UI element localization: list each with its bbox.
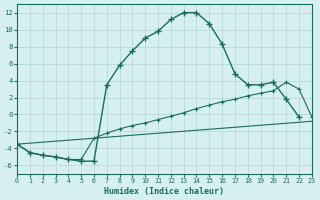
- X-axis label: Humidex (Indice chaleur): Humidex (Indice chaleur): [104, 187, 224, 196]
